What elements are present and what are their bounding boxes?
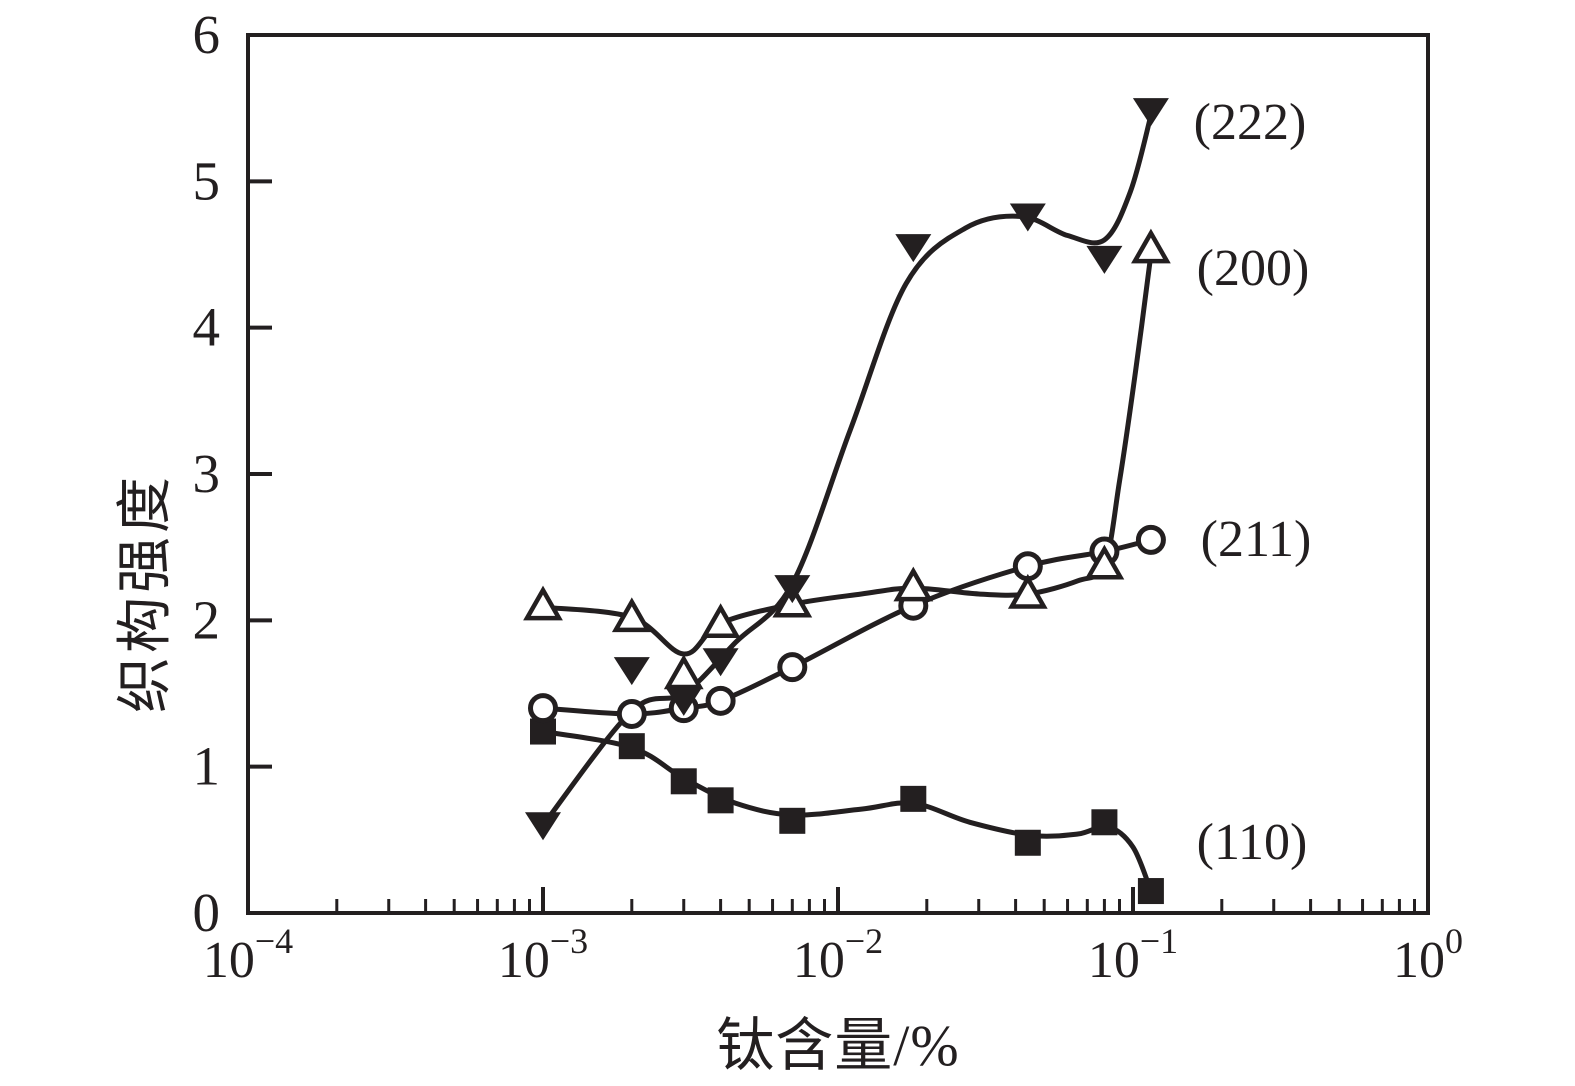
- data-point-200: [700, 603, 741, 638]
- data-point-110: [779, 807, 806, 834]
- series-label-211: (211): [1200, 511, 1312, 568]
- data-point-211: [705, 685, 736, 716]
- data-point-222: [665, 687, 702, 716]
- y-axis-tick-label: 4: [193, 297, 221, 358]
- data-point-211: [1135, 524, 1166, 555]
- data-point-211: [528, 693, 558, 724]
- x-axis-tick-label: 10−4: [203, 921, 293, 989]
- data-point-110: [707, 787, 734, 814]
- data-point-222: [525, 812, 561, 841]
- data-point-200: [893, 566, 934, 602]
- data-point-200: [663, 654, 704, 690]
- data-point-110: [1014, 829, 1041, 856]
- y-axis-tick-label: 5: [193, 150, 221, 211]
- data-point-110: [1091, 809, 1118, 836]
- data-point-110: [670, 768, 697, 795]
- series-curve-200: [540, 252, 1154, 657]
- series-label-222: (222): [1193, 94, 1307, 151]
- data-point-222: [895, 234, 932, 263]
- data-point-211: [616, 698, 647, 729]
- data-point-110: [900, 785, 927, 812]
- data-point-211: [777, 652, 808, 683]
- y-axis-title: 织构强度: [115, 473, 177, 713]
- data-point-200: [1084, 544, 1125, 580]
- x-axis-tick-label: 10−1: [1088, 921, 1178, 989]
- y-axis-tick-label: 1: [193, 736, 221, 797]
- y-axis-tick-label: 3: [193, 443, 221, 504]
- data-point-110: [1137, 878, 1164, 905]
- data-point-200: [1007, 573, 1048, 609]
- data-point-110: [618, 733, 645, 760]
- data-point-222: [702, 648, 739, 677]
- y-axis-tick-label: 0: [193, 882, 221, 943]
- data-point-200: [523, 585, 563, 621]
- data-point-200: [1131, 228, 1171, 264]
- series-label-200: (200): [1196, 240, 1310, 297]
- x-axis-tick-label: 100: [1393, 921, 1463, 989]
- y-axis-tick-label: 6: [193, 4, 221, 65]
- series-curve-211: [540, 537, 1154, 717]
- data-point-222: [613, 657, 650, 686]
- data-point-222: [774, 575, 811, 604]
- x-axis-tick-label: 10−3: [498, 921, 588, 989]
- plot-frame: [246, 33, 1430, 915]
- y-axis-tick-label: 2: [193, 589, 221, 650]
- data-point-200: [611, 597, 652, 633]
- data-point-222: [1086, 245, 1123, 274]
- data-point-222: [1009, 203, 1046, 232]
- series-label-110: (110): [1196, 814, 1308, 871]
- x-axis-title: 钛含量/%: [716, 1013, 960, 1078]
- x-axis-tick-label: 10−2: [793, 921, 883, 989]
- data-point-222: [1132, 98, 1169, 127]
